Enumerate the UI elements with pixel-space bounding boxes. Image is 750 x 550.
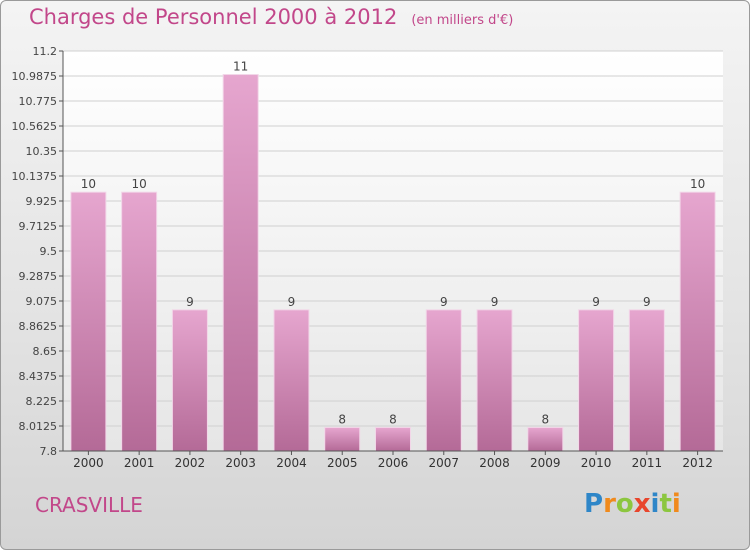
y-tick-label: 8.4375 [19,370,58,383]
x-tick-label: 2008 [479,456,510,470]
x-tick-label: 2011 [632,456,663,470]
data-label: 11 [233,60,248,74]
y-tick-label: 9.925 [26,195,58,208]
x-tick-label: 2005 [327,456,358,470]
data-label: 9 [440,295,448,309]
y-tick-label: 10.1375 [12,170,58,183]
data-label: 9 [288,295,296,309]
bar [527,426,564,452]
data-label: 10 [690,177,705,191]
data-label: 10 [81,177,96,191]
bar [171,309,208,452]
y-tick-label: 9.7125 [19,220,58,233]
bar [425,309,462,452]
data-label: 8 [338,412,346,426]
data-label: 8 [541,412,549,426]
y-tick-label: 9.5 [40,245,58,258]
x-tick-label: 2010 [581,456,612,470]
logo-letter: P [584,489,604,519]
y-tick-label: 9.2875 [19,270,58,283]
y-tick-label: 10.9875 [12,70,58,83]
y-tick-label: 10.775 [19,95,58,108]
bar [679,191,716,452]
data-label: 9 [186,295,194,309]
bar [324,426,361,452]
chart-unit: (en milliers d'€) [411,13,514,28]
chart-title-block: Charges de Personnel 2000 à 2012 (en mill… [29,5,513,29]
bar [476,309,513,452]
y-tick-label: 8.225 [26,395,58,408]
bars: 10 10 9 11 9 8 8 9 9 8 9 9 10 [70,60,716,452]
data-label: 9 [592,295,600,309]
data-label: 8 [389,412,397,426]
bar [121,191,158,452]
commune-name: CRASVILLE [35,493,143,517]
y-tick-label: 9.075 [26,295,58,308]
data-label: 10 [132,177,147,191]
x-tick-label: 2012 [682,456,713,470]
logo-letter: x [633,489,651,519]
y-tick-label: 8.8625 [19,320,58,333]
data-label: 9 [643,295,651,309]
bar [273,309,310,452]
x-tick-label: 2009 [530,456,561,470]
logo-letter: r [603,489,616,519]
x-tick-label: 2001 [124,456,155,470]
logo-letter: i [650,489,660,519]
y-tick-label: 7.8 [40,445,58,458]
y-tick-label: 10.35 [26,145,58,158]
x-tick-label: 2000 [73,456,104,470]
x-tick-label: 2003 [225,456,256,470]
data-label: 9 [491,295,499,309]
proxiti-logo: Proxiti [584,489,681,519]
y-tick-label: 10.5625 [12,120,58,133]
x-tick-label: 2004 [276,456,307,470]
bar [222,74,259,452]
x-tick-label: 2007 [428,456,459,470]
y-tick-label: 8.0125 [19,420,58,433]
x-tick-label: 2002 [175,456,206,470]
bar [578,309,615,452]
logo-letter: t [659,489,672,519]
y-tick-label: 8.65 [33,345,58,358]
logo-letter: o [615,489,634,519]
bar [628,309,665,452]
bar [375,426,411,452]
logo-letter: i [671,489,681,519]
bar [70,191,107,452]
y-tick-label: 11.2 [33,45,58,58]
axes: 11.2 10.9875 10.775 10.5625 10.35 10.1375 9.92… [12,45,723,470]
x-tick-label: 2006 [378,456,409,470]
chart-title: Charges de Personnel 2000 à 2012 [29,5,398,29]
